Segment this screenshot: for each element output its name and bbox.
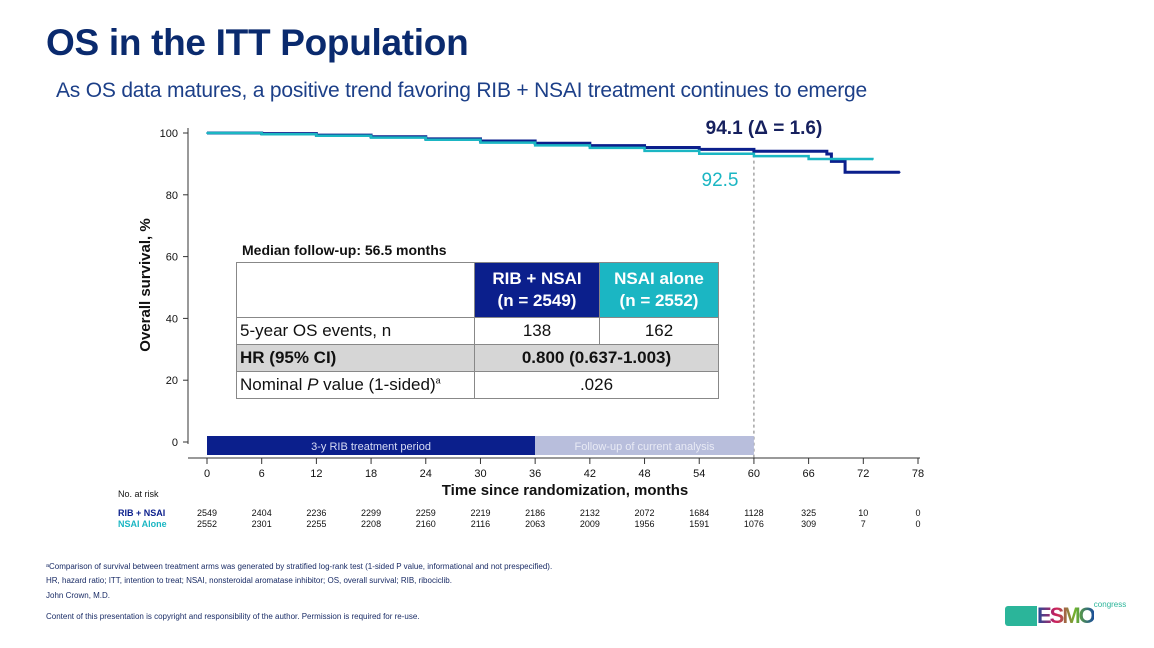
period-label: Follow-up of current analysis (575, 441, 716, 453)
x-tick-label: 78 (912, 468, 924, 480)
table-row: 5-year OS events, n 138 162 (236, 317, 719, 345)
at-risk-value: 2009 (580, 519, 600, 529)
y-tick-label: 0 (172, 437, 178, 449)
data-point (698, 152, 701, 155)
at-risk-value: 1591 (689, 519, 709, 529)
at-risk-value: 7 (861, 519, 866, 529)
slide-title: OS in the ITT Population (46, 22, 469, 63)
data-point (260, 133, 263, 136)
y-tick-label: 60 (166, 252, 178, 264)
at-risk-value: 1684 (689, 508, 709, 518)
data-point (839, 160, 842, 163)
median-follow-up: Median follow-up: 56.5 months (242, 242, 447, 258)
data-point (206, 132, 208, 134)
x-tick-label: 24 (420, 468, 432, 480)
at-risk-value: 1956 (635, 519, 655, 529)
y-tick-label: 20 (166, 375, 178, 387)
data-point (479, 141, 482, 144)
at-risk-value: 2301 (252, 519, 272, 529)
esmo-logo: ESMO congress (1005, 600, 1126, 627)
x-tick-label: 48 (638, 468, 650, 480)
nsai-annotation: 92.5 (702, 170, 739, 191)
at-risk-value: 2255 (306, 519, 326, 529)
at-risk-value: 2259 (416, 508, 436, 518)
at-risk-value: 2299 (361, 508, 381, 518)
data-point (643, 150, 646, 152)
footnote: Content of this presentation is copyrigh… (46, 612, 420, 621)
footnote: John Crown, M.D. (46, 591, 111, 600)
at-risk-value: 0 (915, 508, 920, 518)
col-nsai-alone: NSAI alone (n = 2552) (599, 262, 719, 318)
x-tick-label: 66 (802, 468, 814, 480)
at-risk-value: 2404 (252, 508, 272, 518)
data-point (534, 144, 536, 147)
at-risk-value: 2072 (635, 508, 655, 518)
data-point (589, 147, 591, 149)
table-header-row: RIB + NSAI (n = 2549) NSAI alone (n = 2552… (236, 262, 719, 318)
col-rib-nsai: RIB + NSAI (n = 2549) (474, 262, 600, 318)
x-tick-label: 72 (857, 468, 869, 480)
at-risk-value: 2160 (416, 519, 436, 529)
at-risk-value: 309 (801, 519, 816, 529)
period-label: 3-y RIB treatment period (311, 441, 431, 453)
y-tick-label: 100 (160, 128, 178, 140)
stats-table: RIB + NSAI (n = 2549) NSAI alone (n = 2552… (236, 262, 719, 399)
data-point (370, 136, 372, 139)
at-risk-value: 2219 (470, 508, 490, 518)
at-risk-value: 10 (858, 508, 868, 518)
at-risk-value: 2208 (361, 519, 381, 529)
at-risk-value: 0 (915, 519, 920, 529)
data-point (871, 158, 874, 161)
x-tick-label: 36 (529, 468, 541, 480)
table-row: Nominal P value (1-sided)a .026 (236, 371, 719, 399)
x-tick-label: 30 (474, 468, 486, 480)
y-tick-label: 80 (166, 190, 178, 202)
data-point (807, 158, 810, 160)
at-risk-value: 2549 (197, 508, 217, 518)
x-axis-label: Time since randomization, months (442, 482, 688, 499)
at-risk-value: 2132 (580, 508, 600, 518)
x-tick-label: 18 (365, 468, 377, 480)
slide-subtitle: As OS data matures, a positive trend fav… (56, 79, 867, 102)
x-tick-label: 6 (259, 468, 265, 480)
x-tick-label: 60 (748, 468, 760, 480)
x-tick-label: 54 (693, 468, 705, 480)
y-axis-label: Overall survival, % (137, 218, 154, 351)
table-row: HR (95% CI) 0.800 (0.637-1.003) (236, 344, 719, 372)
at-risk-value: 2552 (197, 519, 217, 529)
data-point (315, 134, 318, 137)
x-tick-label: 0 (204, 468, 210, 480)
at-risk-row-label: NSAI Alone (118, 519, 167, 529)
at-risk-value: 325 (801, 508, 816, 518)
at-risk-value: 2063 (525, 519, 545, 529)
data-point (830, 160, 833, 163)
at-risk-value: 2116 (471, 519, 490, 529)
at-risk-header: No. at risk (118, 489, 159, 499)
rib-annotation: 94.1 (Δ = 1.6) (706, 118, 823, 139)
footnote: HR, hazard ratio; ITT, intention to trea… (46, 576, 452, 585)
x-tick-label: 12 (310, 468, 322, 480)
at-risk-value: 2236 (306, 508, 326, 518)
y-tick-label: 40 (166, 313, 178, 325)
data-point (753, 155, 755, 157)
x-tick-label: 42 (584, 468, 596, 480)
at-risk-value: 1128 (744, 508, 763, 518)
at-risk-row-label: RIB + NSAI (118, 508, 165, 518)
footnote: ᵃComparison of survival between treatmen… (46, 562, 553, 571)
at-risk-value: 2186 (525, 508, 545, 518)
data-point (424, 138, 427, 141)
data-point (753, 150, 755, 153)
data-point (826, 153, 828, 155)
data-point (844, 171, 846, 174)
at-risk-value: 1076 (744, 519, 764, 529)
period-bar (207, 436, 536, 455)
period-bar (535, 436, 754, 455)
data-point (898, 171, 901, 174)
